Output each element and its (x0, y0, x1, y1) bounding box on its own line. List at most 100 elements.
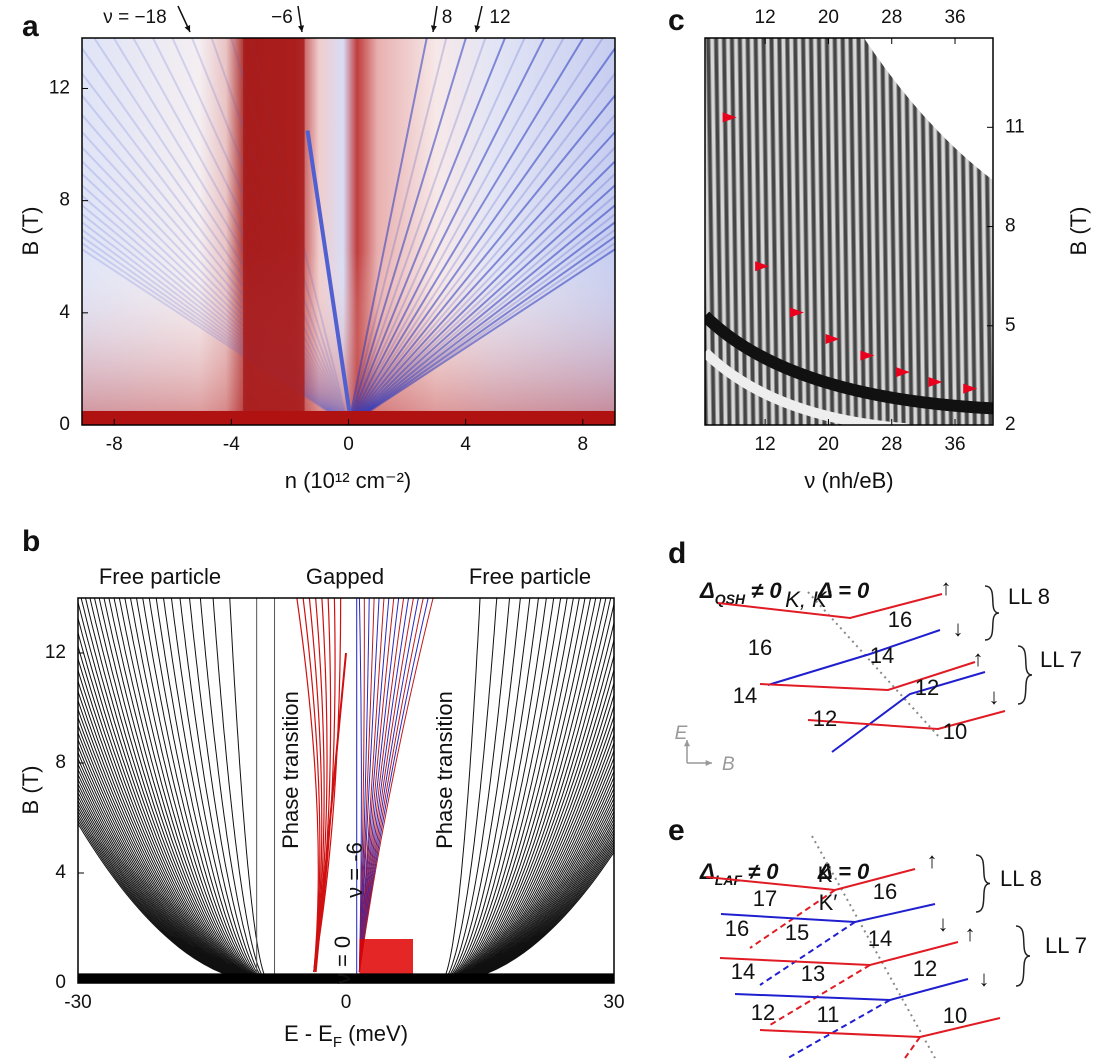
x-tick-label: 20 (818, 434, 839, 455)
red-level (314, 652, 347, 973)
fan-line (347, 38, 546, 425)
level-curve (482, 848, 614, 976)
x-tick-label: 12 (755, 434, 776, 455)
filling-label: 16 (888, 607, 912, 632)
red-fill (359, 939, 413, 975)
transition-band (279, 598, 306, 983)
level-curve (129, 598, 250, 976)
level-curve (459, 598, 574, 976)
valley-label: K′ (819, 890, 838, 915)
stripe (789, 38, 799, 425)
level-line (717, 593, 943, 620)
level-curve (78, 657, 240, 976)
delta-zero: Δ = 0 (817, 578, 870, 603)
x-tick-label: 20 (818, 7, 839, 28)
level-curve (457, 598, 562, 976)
fan-line (347, 235, 615, 425)
y-tick-label: 5 (1005, 315, 1016, 336)
brace (975, 854, 991, 913)
stripe (876, 38, 886, 425)
level-curve (78, 806, 229, 976)
annotation: ν = 0 (330, 936, 355, 984)
level-curve (473, 763, 614, 976)
level-curve (78, 600, 243, 976)
stripe (777, 38, 787, 425)
x-tick-label: -30 (64, 992, 91, 1013)
heatmap-shade (82, 38, 615, 425)
heatmap (82, 38, 615, 425)
level-line (759, 921, 856, 986)
level-curve (155, 598, 254, 976)
stripe (734, 38, 743, 425)
level-curve (179, 598, 258, 976)
fan-line (347, 146, 615, 425)
level-curve (482, 846, 614, 976)
arrow-head (430, 25, 437, 32)
level-curve (473, 769, 614, 976)
fan-line (347, 113, 615, 425)
level-curve (470, 714, 614, 976)
spin-label: ↑ (965, 921, 976, 946)
fan-line (93, 38, 350, 425)
region-label: Free particle (99, 564, 221, 589)
level-curve (142, 598, 252, 976)
annotation: Phase transition (432, 691, 457, 849)
level-curve (78, 751, 234, 976)
stripe (845, 38, 854, 425)
delta-symbol: Δ (699, 859, 715, 884)
level-curve (135, 598, 251, 976)
stripe (892, 38, 902, 425)
stripe (821, 38, 830, 425)
fan-line (347, 38, 467, 425)
x-tick-label: -4 (223, 434, 240, 455)
level-curve (78, 768, 233, 976)
level-label: LL 8 (1008, 584, 1050, 609)
stripe (896, 38, 906, 425)
y-tick-label: 12 (45, 642, 66, 663)
stripe (781, 38, 791, 425)
level-curve (78, 810, 229, 976)
axis-e: E (675, 723, 688, 744)
stripe (696, 38, 702, 425)
x-axis-label: n (10¹² cm⁻²) (285, 468, 412, 493)
spin-label: ↑ (973, 646, 984, 671)
delta-symbol: Δ (699, 578, 715, 603)
arrow-head (474, 25, 481, 32)
stripe (726, 38, 735, 425)
level-curve (78, 707, 237, 976)
level-curve (78, 787, 231, 976)
fan-line (347, 228, 615, 425)
marker-arrow (825, 334, 840, 344)
level-curve (463, 598, 607, 976)
stripe (841, 38, 850, 425)
level-curve (78, 803, 230, 976)
stripe (837, 38, 846, 425)
filling-label: 15 (785, 920, 809, 945)
x-axis-label: E - EF (meV) (284, 1021, 408, 1052)
stripe (856, 38, 866, 425)
x-tick-label: 0 (341, 992, 352, 1013)
plot-frame (77, 597, 615, 984)
fan-line (347, 130, 615, 425)
filling-label: 11 (817, 1002, 840, 1027)
brace (1017, 645, 1033, 705)
level-curve (462, 598, 597, 976)
y-tick-label: 8 (1005, 216, 1016, 237)
filling-label: 17 (753, 886, 777, 911)
stripe (908, 38, 917, 425)
x-tick-label: 36 (944, 434, 965, 455)
stripe (817, 38, 826, 425)
fan-line (347, 93, 615, 425)
level-curve (472, 749, 614, 976)
level-curve (479, 825, 614, 976)
fan-line (347, 38, 565, 425)
level-curve (475, 787, 614, 976)
fan-line (347, 38, 507, 425)
delta-label: ΔQSH ≠ 0 (699, 578, 782, 607)
fan-line (347, 183, 615, 425)
level-curve (124, 598, 250, 976)
level-curve (474, 781, 614, 976)
filling-label: 12 (813, 706, 837, 731)
stripe (785, 38, 795, 425)
fan-line (347, 38, 526, 425)
